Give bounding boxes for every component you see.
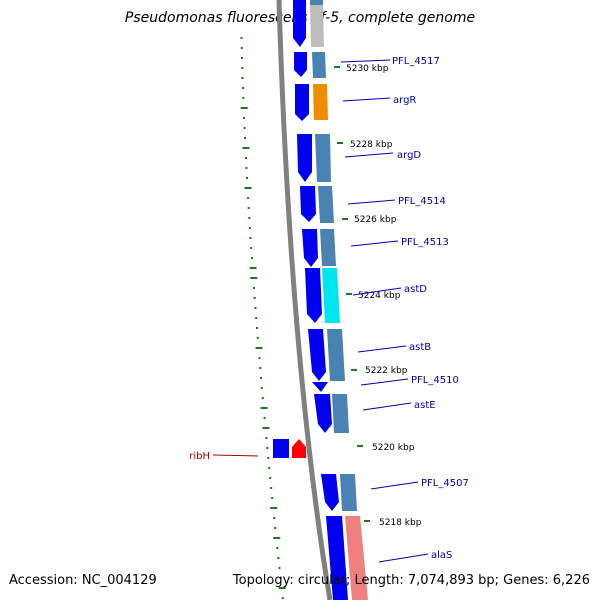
feature-track (293, 0, 368, 600)
label-connector (370, 481, 419, 490)
cds-arrow[interactable] (297, 134, 312, 182)
scale-tick-label: 5228 kbp (350, 140, 393, 150)
scale-tick-label: 5218 kbp (379, 518, 422, 528)
label-connector (212, 454, 259, 457)
accession-text: Accession: NC_004129 (9, 573, 157, 588)
cds-arrow[interactable] (326, 516, 348, 600)
cds-arrow[interactable] (305, 268, 322, 323)
cds-arrow[interactable] (300, 186, 316, 222)
label-connector (350, 240, 399, 247)
cds-arrow[interactable] (295, 84, 309, 121)
ribH-feature (273, 439, 306, 458)
gene-labels: PFL_4517 argR argD PFL_4514 PFL_4513 astD astB… (189, 56, 469, 561)
scale-ticks: 5230 kbp 5228 kbp 5226 kbp 5224 kbp 5222 kbp… (334, 64, 422, 528)
label-connector (362, 402, 412, 411)
feature-block[interactable] (313, 84, 328, 120)
scale-tick-label: 5222 kbp (365, 366, 408, 376)
scale-tick-label: 5224 kbp (358, 291, 401, 301)
gene-label-astd[interactable]: astD (404, 284, 427, 295)
label-connector (340, 59, 391, 63)
cds-arrow[interactable] (273, 439, 289, 458)
gene-label-ribh[interactable]: ribH (189, 451, 210, 462)
label-connector (347, 199, 396, 205)
feature-block[interactable] (312, 52, 326, 78)
gene-label-pfl-4510[interactable]: PFL_4510 (411, 375, 459, 386)
cds-arrow[interactable] (321, 474, 339, 511)
feature-block[interactable] (327, 329, 345, 381)
label-connectors (212, 59, 429, 563)
gene-label-argr[interactable]: argR (393, 95, 416, 106)
gene-label-astb[interactable]: astB (409, 342, 431, 353)
scale-tick-label: 5226 kbp (354, 215, 397, 225)
gene-label-alas[interactable]: alaS (431, 550, 452, 561)
cds-arrow[interactable] (314, 394, 332, 433)
feature-block[interactable] (310, 5, 324, 47)
gc-skew-track (240, 37, 286, 599)
cds-arrow[interactable] (312, 382, 328, 392)
gene-label-pfl-4514[interactable]: PFL_4514 (398, 196, 446, 207)
label-connector (360, 378, 409, 386)
cds-arrow[interactable] (302, 229, 318, 267)
cds-arrow[interactable] (308, 329, 326, 381)
genome-summary-text: Topology: circular; Length: 7,074,893 bp… (232, 573, 590, 588)
gene-label-pfl-4513[interactable]: PFL_4513 (401, 237, 449, 248)
feature-block[interactable] (318, 186, 334, 223)
label-connector (378, 553, 429, 563)
feature-block[interactable] (322, 268, 340, 323)
genome-backbone (276, 0, 333, 600)
gene-label-pfl-4517[interactable]: PFL_4517 (392, 56, 440, 67)
feature-block[interactable] (340, 474, 357, 511)
label-connector (344, 152, 394, 158)
feature-block[interactable] (315, 134, 331, 182)
scale-tick-label: 5220 kbp (372, 443, 415, 453)
gene-label-aste[interactable]: astE (414, 400, 436, 411)
label-connector (352, 287, 402, 296)
feature-block[interactable] (345, 516, 368, 600)
feature-block[interactable] (310, 0, 323, 5)
label-connector (357, 345, 407, 353)
scale-tick-label: 5230 kbp (346, 64, 389, 74)
cds-arrow[interactable] (294, 52, 307, 77)
label-connector (342, 97, 391, 102)
cds-highlight-arrow[interactable] (292, 439, 306, 458)
cds-arrow[interactable] (293, 0, 306, 47)
gene-label-argd[interactable]: argD (397, 150, 421, 161)
feature-block[interactable] (320, 229, 336, 266)
feature-block[interactable] (332, 394, 349, 433)
gene-label-pfl-4507[interactable]: PFL_4507 (421, 478, 469, 489)
